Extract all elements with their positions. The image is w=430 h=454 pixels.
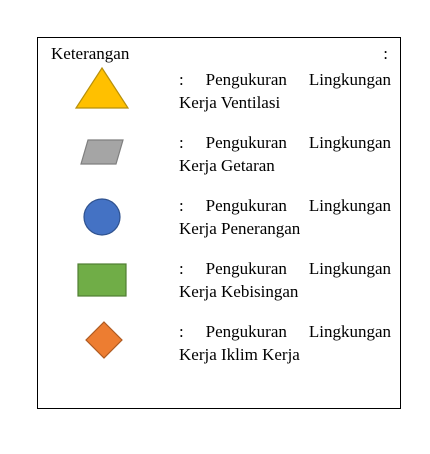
legend-item-kebisingan: : Pengukuran Lingkungan Kerja Kebisingan: [179, 257, 391, 303]
legend-item-label-line1: : Pengukuran Lingkungan: [179, 259, 391, 278]
legend-item-label-line1: : Pengukuran Lingkungan: [179, 196, 391, 215]
legend-title-colon: :: [383, 44, 388, 63]
legend-title: Keterangan: [51, 44, 130, 63]
legend-item-ventilasi: : Pengukuran Lingkungan Kerja Ventilasi: [179, 68, 391, 114]
legend-item-label-line1: : Pengukuran Lingkungan: [179, 70, 391, 89]
diamond-icon: [85, 321, 123, 359]
parallelogram-icon: [80, 139, 124, 165]
legend-item-label-line2: Kerja Penerangan: [179, 219, 301, 238]
legend-item-getaran: : Pengukuran Lingkungan Kerja Getaran: [179, 131, 391, 177]
legend-item-label-line2: Kerja Iklim Kerja: [179, 345, 300, 364]
circle-icon: [83, 198, 121, 236]
legend-item-label-line1: : Pengukuran Lingkungan: [179, 133, 391, 152]
legend-item-label-line1: : Pengukuran Lingkungan: [179, 322, 391, 341]
legend-item-iklim-kerja: : Pengukuran Lingkungan Kerja Iklim Kerj…: [179, 320, 391, 366]
legend-item-label-line2: Kerja Kebisingan: [179, 282, 299, 301]
legend-item-label-line2: Kerja Ventilasi: [179, 93, 281, 112]
legend-item-penerangan: : Pengukuran Lingkungan Kerja Penerangan: [179, 194, 391, 240]
rectangle-icon: [77, 263, 127, 297]
legend-item-label-line2: Kerja Getaran: [179, 156, 275, 175]
triangle-icon: [74, 66, 130, 109]
legend-box: Keterangan : : Pengukuran Lingkungan Ker…: [37, 37, 401, 409]
